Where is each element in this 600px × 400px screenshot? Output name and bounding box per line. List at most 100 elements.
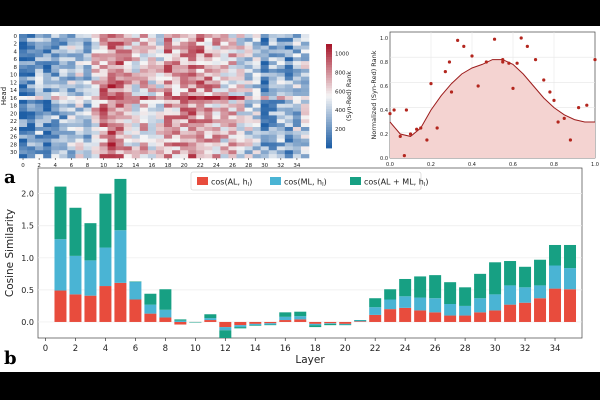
heatmap-cell-L23-H20 (204, 111, 213, 116)
heatmap-cell-L4-H16 (51, 96, 60, 101)
heatmap-cell-L5-H5 (59, 53, 68, 58)
heatmap-cell-L22-H10 (196, 72, 205, 77)
heatmap-cell-L21-H26 (188, 134, 197, 139)
bar-segment-layer4-series1 (99, 247, 112, 287)
heatmap-cell-L20-H30 (180, 150, 189, 155)
heatmap-cell-L2-H20 (35, 111, 44, 116)
heatmap-cell-L28-H14 (244, 88, 253, 93)
heatmap-cell-L35-H25 (300, 130, 310, 136)
heatmap-cell-L1-H8 (27, 65, 36, 70)
heatmap-cell-L25-H2 (220, 41, 229, 46)
heatmap-cell-L7-H14 (75, 88, 84, 93)
heatmap-cell-L1-H29 (27, 146, 36, 151)
legend-label-text: cos(AL, h (211, 178, 248, 187)
heatmap-cell-L33-H0 (284, 34, 294, 39)
heatmap-cell-L28-H12 (244, 80, 253, 85)
colorbar-segment (326, 106, 332, 110)
heatmap-cell-L9-H11 (91, 76, 100, 81)
heatmap-cell-L12-H25 (115, 130, 125, 136)
heatmap-cell-L19-H20 (172, 111, 181, 116)
heatmap-cell-L30-H17 (260, 99, 270, 105)
heatmap-cell-L4-H14 (51, 88, 60, 93)
heatmap-cell-L9-H1 (91, 37, 100, 43)
scatter-point (492, 37, 497, 41)
colorbar-segment (326, 64, 332, 68)
heatmap-cell-L11-H7 (107, 61, 116, 66)
heatmap-cell-L13-H6 (123, 57, 133, 62)
heatmap-cell-L22-H28 (196, 142, 205, 147)
heatmap-cell-L21-H2 (188, 41, 197, 46)
heatmap-cell-L32-H23 (276, 123, 286, 128)
heatmap-cell-L13-H22 (123, 119, 133, 124)
scatter-point (562, 116, 566, 120)
heatmap-cell-L27-H25 (236, 130, 245, 136)
heatmap-cell-L16-H23 (147, 123, 157, 128)
heatmap-cell-L35-H3 (300, 45, 310, 50)
heatmap-cell-L29-H13 (252, 84, 261, 89)
heatmap-cell-L12-H5 (115, 53, 125, 58)
heatmap-cell-L4-H15 (51, 92, 60, 97)
heatmap-cell-L34-H31 (292, 154, 302, 159)
heatmap-cell-L3-H17 (43, 99, 52, 105)
heatmap-cell-L15-H17 (139, 99, 149, 105)
bar-segment-layer23-series2 (384, 289, 397, 300)
heatmap-cell-L32-H21 (276, 115, 286, 120)
heatmap-cell-L35-H12 (300, 80, 310, 85)
bar-segment-layer32-series1 (519, 287, 532, 303)
heatmap-cell-L25-H13 (220, 84, 229, 89)
heatmap-cell-L10-H6 (99, 57, 108, 62)
heatmap-cell-L3-H18 (43, 103, 52, 108)
heatmap-ytick-label: 4 (14, 49, 18, 55)
heatmap-cell-L30-H15 (260, 92, 270, 97)
heatmap-cell-L22-H25 (196, 130, 205, 136)
heatmap-cell-L18-H0 (164, 34, 173, 39)
heatmap-cell-L1-H25 (27, 130, 36, 136)
legend-label-close: ) (249, 178, 252, 187)
heatmap-cell-L0-H4 (19, 49, 28, 54)
heatmap-cell-L35-H22 (300, 119, 310, 124)
heatmap-cell-L34-H21 (292, 115, 302, 120)
heatmap-cell-L28-H9 (244, 68, 253, 74)
heatmap-cell-L26-H30 (228, 150, 237, 155)
heatmap-cell-L33-H16 (284, 96, 294, 101)
scatter-ytick-label: 1.0 (380, 36, 388, 42)
heatmap-cell-L15-H12 (139, 80, 149, 85)
heatmap-cell-L17-H24 (155, 127, 165, 132)
heatmap-cell-L12-H18 (115, 103, 125, 108)
heatmap-cell-L17-H31 (155, 154, 165, 159)
heatmap-cell-L21-H10 (188, 72, 197, 77)
heatmap-cell-L6-H3 (67, 45, 76, 50)
bar-segment-layer29-series1 (474, 298, 487, 313)
bar-segment-layer34-series0 (549, 288, 562, 322)
heatmap-cell-L31-H5 (268, 53, 278, 58)
heatmap-cell-L2-H17 (35, 99, 44, 105)
heatmap-cell-L18-H1 (164, 37, 173, 43)
heatmap-cell-L8-H11 (83, 76, 92, 81)
heatmap-cell-L8-H30 (83, 150, 92, 155)
heatmap-cell-L5-H20 (59, 111, 68, 116)
heatmap-cell-L21-H22 (188, 119, 197, 124)
heatmap-cell-L9-H14 (91, 88, 100, 93)
heatmap-cell-L21-H7 (188, 61, 197, 66)
heatmap-cell-L33-H25 (284, 130, 294, 136)
heatmap-cell-L29-H31 (252, 154, 261, 159)
heatmap-cell-L6-H30 (67, 150, 76, 155)
heatmap-cell-L2-H31 (35, 154, 44, 159)
heatmap-cell-L28-H18 (244, 103, 253, 108)
heatmap-cell-L21-H27 (188, 138, 197, 143)
heatmap-cell-L29-H1 (252, 37, 261, 43)
heatmap-cell-L23-H30 (204, 150, 213, 155)
heatmap-cell-L17-H29 (155, 146, 165, 151)
heatmap-cell-L24-H21 (212, 115, 221, 120)
bar-segment-layer9-series2 (174, 319, 187, 321)
heatmap-cell-L7-H28 (75, 142, 84, 147)
heatmap-cell-L29-H7 (252, 61, 261, 66)
scatter-point (577, 106, 581, 110)
heatmap-cell-L17-H27 (155, 138, 165, 143)
heatmap-cell-L19-H27 (172, 138, 181, 143)
heatmap-cell-L24-H30 (212, 150, 221, 155)
heatmap-cell-L25-H3 (220, 45, 229, 50)
heatmap-cell-L14-H14 (131, 88, 141, 93)
heatmap-cell-L4-H8 (51, 65, 60, 70)
heatmap-cell-L31-H27 (268, 138, 278, 143)
